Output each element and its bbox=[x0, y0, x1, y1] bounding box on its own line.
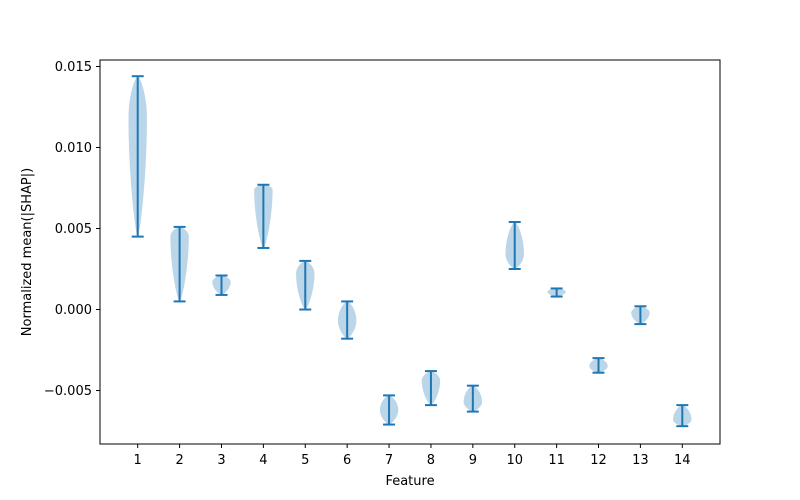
y-tick-label: 0.005 bbox=[55, 222, 92, 237]
x-tick-label: 12 bbox=[590, 453, 607, 468]
x-axis-label: Feature bbox=[385, 474, 434, 489]
y-tick-label: 0.010 bbox=[55, 141, 92, 156]
x-tick-label: 7 bbox=[385, 453, 393, 468]
violins-layer bbox=[128, 75, 692, 428]
plot-frame bbox=[99, 59, 721, 445]
y-tick-label: 0.015 bbox=[55, 60, 92, 75]
x-tick-label: 11 bbox=[548, 453, 565, 468]
x-tick-label: 1 bbox=[134, 453, 142, 468]
x-tick-label: 5 bbox=[301, 453, 309, 468]
x-tick-label: 14 bbox=[674, 453, 691, 468]
y-tick-label: 0.000 bbox=[55, 303, 92, 318]
y-axis-label: Normalized mean(|SHAP|) bbox=[20, 168, 35, 336]
x-tick-label: 8 bbox=[427, 453, 435, 468]
x-tick-label: 3 bbox=[217, 453, 225, 468]
y-axis-ticks: −0.005 0.000 0.005 0.010 0.015 bbox=[44, 60, 100, 399]
x-tick-label: 10 bbox=[506, 453, 523, 468]
x-tick-label: 4 bbox=[259, 453, 267, 468]
x-tick-label: 9 bbox=[469, 453, 477, 468]
plot-background bbox=[100, 60, 720, 444]
x-tick-label: 6 bbox=[343, 453, 351, 468]
x-tick-label: 13 bbox=[632, 453, 649, 468]
x-tick-label: 2 bbox=[175, 453, 183, 468]
x-axis-ticks: 1 2 3 4 5 6 7 8 9 10 11 12 13 14 bbox=[134, 444, 691, 468]
y-tick-label: −0.005 bbox=[44, 384, 92, 399]
